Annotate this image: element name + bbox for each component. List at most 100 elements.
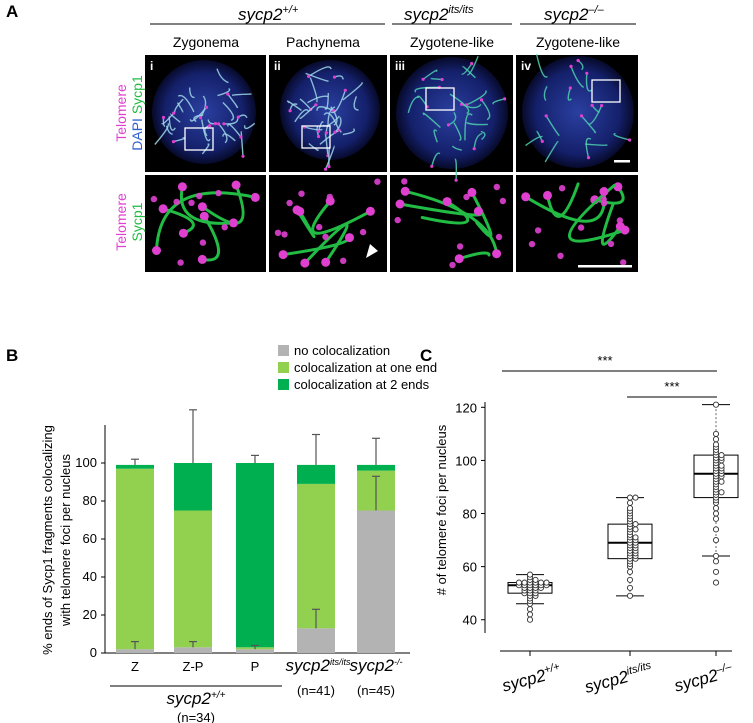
nucleus-4 xyxy=(522,56,634,168)
xlabel-its-n: (n=41) xyxy=(297,683,335,698)
panel-c-label: C xyxy=(420,346,432,365)
group-label-wt: sycp2+/+ xyxy=(167,689,226,708)
axis-fragment xyxy=(216,68,229,84)
data-point xyxy=(626,505,634,512)
telomere-focus xyxy=(495,233,503,241)
data-point xyxy=(712,505,720,512)
telomere-focus xyxy=(229,218,238,228)
telomere-focus xyxy=(317,129,321,133)
axis-fragment xyxy=(316,126,320,137)
telomere-focus xyxy=(365,206,375,216)
y-tick-label: 0 xyxy=(90,645,97,660)
telomere-focus xyxy=(568,86,572,90)
telomere-focus xyxy=(321,257,331,267)
axis-fragment xyxy=(585,143,608,146)
data-point xyxy=(632,526,639,533)
axis-fragment xyxy=(201,143,210,155)
axis-fragment xyxy=(536,130,543,142)
telomere-focus xyxy=(446,123,451,127)
telomere-focus xyxy=(222,122,226,126)
axis-fragment xyxy=(317,121,324,132)
axis-fragment xyxy=(217,87,231,97)
telomere-focus xyxy=(534,227,542,234)
axis-fragment xyxy=(218,123,228,144)
data-point xyxy=(718,452,725,459)
xlabel-p: P xyxy=(251,659,260,674)
telomere-focus xyxy=(226,92,230,96)
data-point xyxy=(712,436,720,443)
telomere-focus xyxy=(188,199,195,206)
sycp1-fragment xyxy=(200,183,245,225)
sycp1-fragment xyxy=(179,185,235,225)
panel-b-label: B xyxy=(6,346,18,365)
telomere-focus xyxy=(463,193,470,201)
telomere-focus xyxy=(298,190,305,197)
axis-fragment xyxy=(422,112,441,129)
data-point xyxy=(626,592,634,599)
sycp1-fragment xyxy=(295,208,316,239)
bar-segment xyxy=(174,647,212,653)
axis-fragment xyxy=(231,93,252,96)
axis-fragment xyxy=(165,125,173,135)
axis-fragment xyxy=(454,158,458,181)
telomere-focus xyxy=(616,217,624,224)
telomere-focus xyxy=(394,216,401,224)
telomere-focus xyxy=(599,187,609,196)
zoom-artwork-1 xyxy=(150,180,260,266)
telomere-focus xyxy=(250,192,260,202)
axis-fragment xyxy=(585,137,592,158)
telomere-focus xyxy=(152,246,161,255)
data-point xyxy=(543,579,550,586)
telomere-focus xyxy=(440,77,444,82)
telomere-focus xyxy=(577,224,585,231)
sycp1-fragment xyxy=(568,184,627,243)
axis-fragment xyxy=(613,132,630,141)
telomere-focus xyxy=(213,122,218,126)
data-point xyxy=(626,568,634,575)
inset-box-iv xyxy=(591,79,621,103)
telomere-focus xyxy=(332,75,337,79)
telomere-focus xyxy=(586,156,591,160)
legend-swatch-no-colocalization xyxy=(278,345,289,356)
telomere-focus xyxy=(178,228,188,238)
axis-fragment xyxy=(545,115,560,137)
telomere-focus xyxy=(333,130,337,134)
stage-label-pachynema: Pachynema xyxy=(286,34,360,50)
axis-fragment xyxy=(466,55,479,76)
axis-fragment xyxy=(448,112,457,126)
axis-fragment xyxy=(243,122,256,130)
data-point xyxy=(712,579,720,586)
axis-fragment xyxy=(353,96,359,111)
telomere-focus xyxy=(326,193,333,201)
data-point xyxy=(526,571,534,578)
axis-fragment xyxy=(154,122,170,145)
data-point xyxy=(632,494,639,501)
data-point xyxy=(626,499,634,506)
sycp1-fragment xyxy=(420,200,470,225)
row1-channel-label: Telomere DAPI Sycp1 xyxy=(113,75,145,151)
sycp1-fragment xyxy=(470,190,493,238)
sycp1-fragment xyxy=(403,189,499,256)
roman-label-i: i xyxy=(150,59,153,73)
telomere-focus xyxy=(395,199,405,209)
axis-fragment xyxy=(480,99,491,121)
roman-label-ii: ii xyxy=(274,59,281,73)
telomere-focus xyxy=(221,224,228,231)
telomere-focus xyxy=(479,98,484,102)
stage-label-zygotene-like-its: Zygotene-like xyxy=(410,34,494,50)
telomere-focus xyxy=(400,186,410,196)
genotype-header-its: sycp2its/its xyxy=(404,4,474,24)
data-point xyxy=(712,510,720,517)
axis-fragment xyxy=(492,98,505,105)
axis-fragment xyxy=(227,123,242,138)
bar-segment xyxy=(236,649,274,653)
axis-fragment xyxy=(430,77,443,81)
telomere-focus xyxy=(620,225,630,235)
inset-box-iii xyxy=(425,87,455,111)
telomere-focus xyxy=(340,257,347,264)
significance-label-its-ko: *** xyxy=(664,379,679,394)
svg-text:Sycp1: Sycp1 xyxy=(129,202,145,241)
data-point xyxy=(537,579,545,586)
telomere-focus xyxy=(585,71,589,75)
axis-fragment xyxy=(304,126,323,131)
